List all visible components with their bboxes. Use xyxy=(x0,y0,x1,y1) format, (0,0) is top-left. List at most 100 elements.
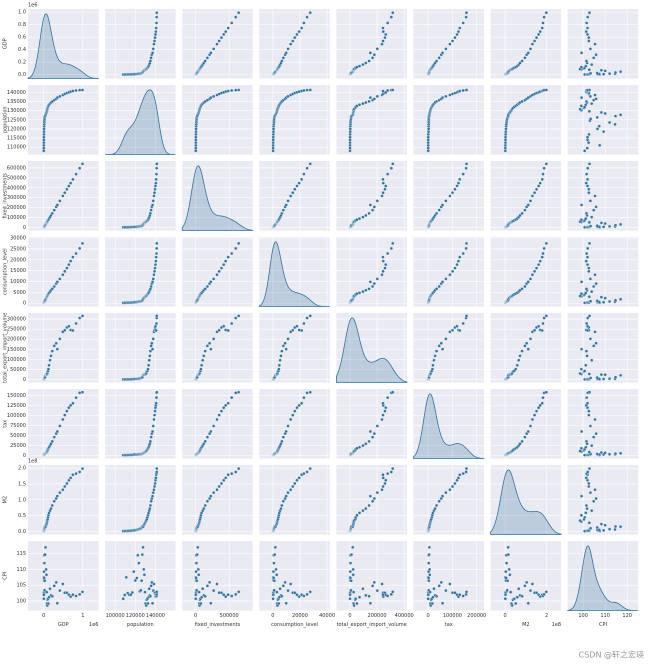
y-tick-label: 50000 xyxy=(10,433,26,439)
point xyxy=(348,569,352,574)
point xyxy=(367,439,371,444)
point xyxy=(291,328,295,332)
point xyxy=(49,354,53,358)
point xyxy=(364,288,368,292)
point xyxy=(448,42,452,46)
y-tick-label: 15000 xyxy=(10,268,26,274)
point xyxy=(505,588,509,592)
point xyxy=(302,21,306,25)
point xyxy=(361,444,365,448)
point xyxy=(154,26,158,30)
point xyxy=(222,262,226,267)
point xyxy=(384,32,388,37)
point xyxy=(219,35,224,40)
point xyxy=(368,429,373,434)
x-tick-label: 110 xyxy=(600,613,610,619)
point xyxy=(528,277,533,281)
y-tick-label: 0.0 xyxy=(18,72,26,78)
point xyxy=(579,494,584,498)
point xyxy=(154,251,159,256)
point xyxy=(305,15,309,19)
point xyxy=(154,395,159,400)
point xyxy=(391,590,395,594)
panel xyxy=(490,237,562,307)
point xyxy=(78,316,82,320)
point xyxy=(595,299,599,303)
point xyxy=(271,132,275,137)
point xyxy=(595,127,600,131)
point xyxy=(585,184,590,188)
point xyxy=(272,588,276,592)
point xyxy=(587,220,591,225)
point xyxy=(299,328,304,333)
point xyxy=(141,545,145,549)
point xyxy=(538,403,542,408)
point xyxy=(349,588,353,592)
point xyxy=(601,129,606,134)
point xyxy=(237,241,241,246)
point xyxy=(148,507,152,511)
point xyxy=(588,71,593,76)
point xyxy=(583,369,587,373)
y-tick-label: 140000 xyxy=(7,90,26,96)
point xyxy=(222,32,226,37)
point xyxy=(444,588,448,593)
x-axis-label: population xyxy=(127,622,154,628)
point xyxy=(375,491,379,495)
point xyxy=(426,149,430,153)
point xyxy=(450,191,455,195)
point xyxy=(155,470,159,474)
point xyxy=(427,545,431,549)
point xyxy=(584,64,588,68)
point xyxy=(209,95,213,100)
point xyxy=(207,580,212,585)
point xyxy=(43,552,47,557)
point xyxy=(504,127,508,131)
point xyxy=(592,435,596,439)
point xyxy=(150,494,155,498)
point xyxy=(433,507,437,511)
point xyxy=(280,211,284,216)
point xyxy=(455,32,459,37)
point xyxy=(428,573,432,577)
point xyxy=(391,88,395,92)
point xyxy=(209,601,213,605)
point xyxy=(152,42,156,46)
point xyxy=(154,476,158,480)
point xyxy=(289,417,293,422)
point xyxy=(458,473,462,477)
x-axis-label: tax xyxy=(445,622,453,628)
point xyxy=(595,452,599,456)
point xyxy=(271,127,276,131)
point xyxy=(67,262,71,267)
point xyxy=(590,215,594,219)
point xyxy=(613,524,618,529)
point xyxy=(607,299,612,304)
point xyxy=(155,390,159,394)
point xyxy=(364,507,368,511)
point xyxy=(584,181,588,185)
point xyxy=(444,277,448,281)
y-tick-label: 300000 xyxy=(7,195,26,201)
watermark: CSDN @轩之宏瑛 xyxy=(579,650,644,660)
point xyxy=(230,21,234,25)
point xyxy=(237,390,241,394)
point xyxy=(588,491,593,495)
panel xyxy=(490,313,562,383)
point xyxy=(224,403,228,408)
point xyxy=(149,208,153,212)
x-tick-label: 100000 xyxy=(106,613,125,619)
point xyxy=(594,281,598,286)
point xyxy=(281,499,285,503)
point xyxy=(603,373,607,377)
point xyxy=(280,349,284,353)
point xyxy=(348,149,352,153)
point xyxy=(351,545,355,549)
point xyxy=(146,601,150,606)
point xyxy=(281,344,285,348)
point xyxy=(504,129,508,134)
point xyxy=(381,476,385,480)
point xyxy=(348,129,352,134)
point xyxy=(58,199,62,203)
